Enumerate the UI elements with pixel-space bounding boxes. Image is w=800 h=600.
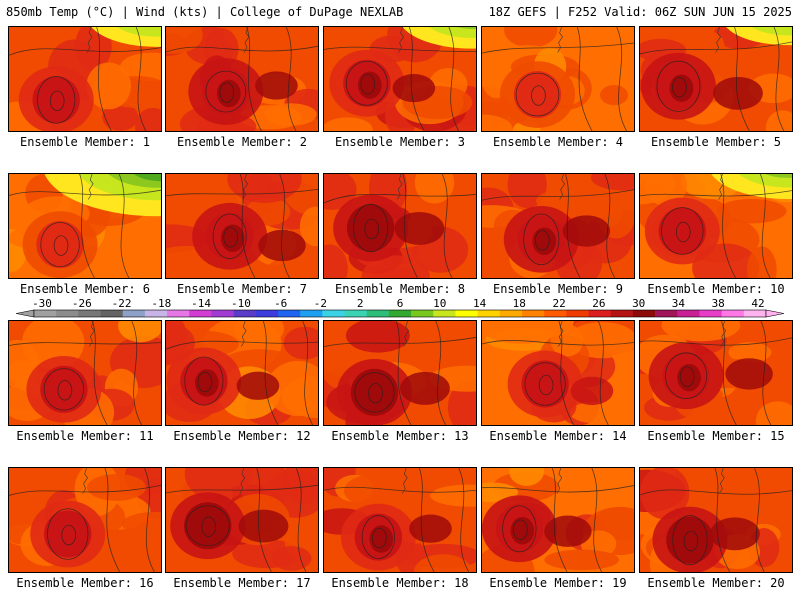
member-map-panel (323, 173, 477, 279)
member-map-panel (165, 26, 319, 132)
member-label: Ensemble Member: 18 (331, 576, 469, 590)
colorbar-swatch (34, 310, 57, 317)
colorbar-swatch (544, 310, 567, 317)
member-map-panel (639, 320, 793, 426)
member-label: Ensemble Member: 20 (647, 576, 785, 590)
colorbar-tick-label: 30 (632, 298, 645, 310)
colorbar-tick-label: -6 (274, 298, 287, 310)
member-map-panel (165, 320, 319, 426)
colorbar-swatch (300, 310, 323, 317)
member-label: Ensemble Member: 14 (489, 429, 627, 443)
colorbar-swatch (122, 310, 146, 317)
colorbar-swatch (278, 310, 301, 317)
colorbar-tick-label: 34 (672, 298, 686, 310)
colorbar-right-arrow (765, 309, 785, 318)
colorbar-tick-label: 42 (751, 298, 764, 310)
colorbar-swatch (610, 310, 634, 317)
colorbar-tick-label: 6 (397, 298, 404, 310)
colorbar-tick-label: -26 (72, 298, 92, 310)
member-map-panel (481, 467, 635, 573)
member-label: Ensemble Member: 2 (176, 135, 308, 149)
member-label: Ensemble Member: 3 (334, 135, 466, 149)
colorbar-tick-label: 26 (592, 298, 605, 310)
colorbar-swatch (411, 310, 434, 317)
colorbar-swatch (566, 310, 589, 317)
member-map-panel (323, 467, 477, 573)
colorbar-swatch (322, 310, 345, 317)
colorbar-swatch (632, 310, 656, 317)
member-map-panel (8, 467, 162, 573)
member-label: Ensemble Member: 12 (173, 429, 311, 443)
member-map-panel (8, 26, 162, 132)
colorbar-swatch (588, 310, 612, 317)
colorbar-swatch (655, 310, 678, 317)
temperature-colorbar: -30 -26 -22 -18 -14 -10 -6 -2 2 6 10 14 18 22 26 30 34 38… (12, 298, 788, 320)
colorbar-swatch (522, 310, 545, 317)
member-label: Ensemble Member: 16 (16, 576, 154, 590)
member-label: Ensemble Member: 1 (19, 135, 151, 149)
colorbar-swatch (344, 310, 368, 317)
colorbar-tick-label: -2 (314, 298, 327, 310)
colorbar-tick-label: -18 (151, 298, 171, 310)
run-valid-time: 18Z GEFS | F252 Valid: 06Z SUN JUN 15 20… (488, 5, 792, 19)
colorbar-swatch (677, 310, 700, 317)
member-map-panel (323, 320, 477, 426)
colorbar-swatch (499, 310, 523, 317)
colorbar-tick-label: 2 (357, 298, 364, 310)
colorbar-swatch (455, 310, 478, 317)
member-label: Ensemble Member: 5 (650, 135, 782, 149)
member-label: Ensemble Member: 13 (331, 429, 469, 443)
colorbar-swatch (721, 310, 745, 317)
member-map-panel (481, 26, 635, 132)
colorbar-swatch (233, 310, 257, 317)
colorbar-tick-label: -30 (32, 298, 52, 310)
colorbar-swatch (433, 310, 456, 317)
colorbar-swatch (699, 310, 722, 317)
member-label: Ensemble Member: 11 (16, 429, 154, 443)
colorbar-swatch (144, 310, 168, 317)
member-map-panel (8, 173, 162, 279)
colorbar-swatch (56, 310, 79, 317)
colorbar-tick-label: -10 (231, 298, 251, 310)
colorbar-swatch (167, 310, 190, 317)
colorbar-tick-label: -22 (112, 298, 132, 310)
colorbar-swatch (78, 310, 101, 317)
colorbar-swatch (100, 310, 124, 317)
member-label: Ensemble Member: 10 (647, 282, 785, 296)
colorbar-tick-label: 22 (552, 298, 565, 310)
member-map-panel (481, 173, 635, 279)
member-label: Ensemble Member: 19 (489, 576, 627, 590)
colorbar-swatch (388, 310, 412, 317)
member-label: Ensemble Member: 8 (334, 282, 466, 296)
member-map-panel (481, 320, 635, 426)
colorbar-swatch (211, 310, 234, 317)
member-map-panel (8, 320, 162, 426)
colorbar-tick-label: 14 (473, 298, 487, 310)
colorbar-swatch (477, 310, 501, 317)
colorbar-swatch (255, 310, 279, 317)
member-map-panel (639, 26, 793, 132)
member-label: Ensemble Member: 4 (492, 135, 624, 149)
member-label: Ensemble Member: 17 (173, 576, 311, 590)
member-label: Ensemble Member: 7 (176, 282, 308, 296)
product-title: 850mb Temp (°C) | Wind (kts) | College o… (6, 5, 404, 19)
colorbar-left-arrow (15, 309, 35, 318)
colorbar-tick-label: 10 (433, 298, 446, 310)
member-label: Ensemble Member: 6 (19, 282, 151, 296)
member-label: Ensemble Member: 9 (492, 282, 624, 296)
colorbar-swatch (366, 310, 390, 317)
member-label: Ensemble Member: 15 (647, 429, 785, 443)
colorbar-tick-label: 18 (513, 298, 526, 310)
member-map-panel (639, 173, 793, 279)
colorbar-swatch (743, 310, 767, 317)
colorbar-tick-label: -14 (191, 298, 211, 310)
member-map-panel (323, 26, 477, 132)
member-map-panel (639, 467, 793, 573)
member-map-panel (165, 173, 319, 279)
colorbar-tick-label: 38 (712, 298, 725, 310)
colorbar-swatch (189, 310, 212, 317)
member-map-panel (165, 467, 319, 573)
